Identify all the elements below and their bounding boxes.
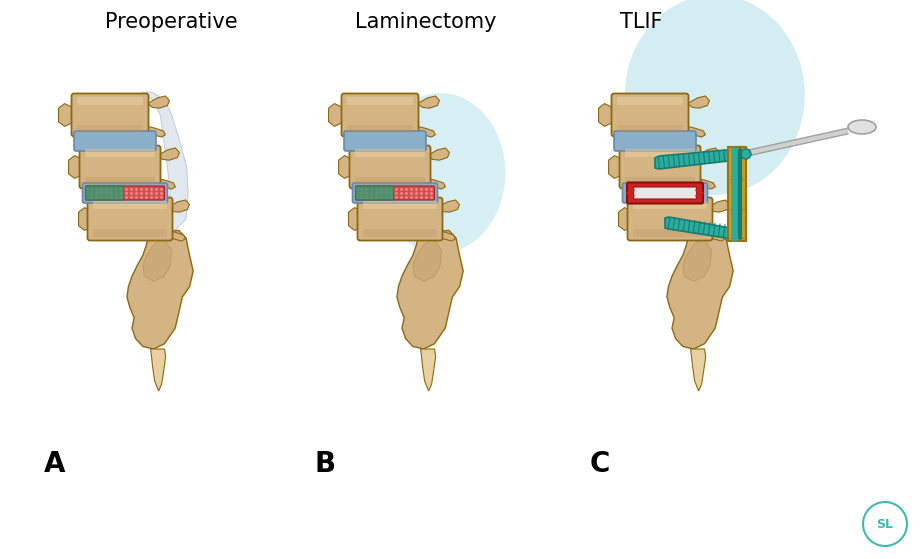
- FancyBboxPatch shape: [347, 125, 413, 133]
- FancyBboxPatch shape: [93, 229, 167, 237]
- Text: B: B: [314, 450, 335, 478]
- Polygon shape: [708, 230, 725, 241]
- Polygon shape: [437, 200, 459, 212]
- FancyBboxPatch shape: [355, 149, 425, 157]
- Text: SL: SL: [877, 518, 894, 530]
- Polygon shape: [665, 217, 742, 240]
- Polygon shape: [687, 126, 705, 137]
- FancyBboxPatch shape: [74, 131, 156, 151]
- Polygon shape: [609, 155, 623, 178]
- Polygon shape: [329, 103, 343, 126]
- Text: Laminectomy: Laminectomy: [355, 12, 496, 32]
- FancyBboxPatch shape: [347, 97, 413, 105]
- Polygon shape: [599, 103, 613, 126]
- FancyBboxPatch shape: [85, 149, 155, 157]
- Circle shape: [741, 149, 751, 159]
- Polygon shape: [428, 178, 445, 189]
- FancyBboxPatch shape: [77, 125, 143, 133]
- FancyBboxPatch shape: [71, 93, 149, 136]
- Ellipse shape: [625, 0, 805, 195]
- FancyBboxPatch shape: [79, 145, 161, 188]
- Polygon shape: [338, 155, 353, 178]
- FancyBboxPatch shape: [352, 183, 437, 203]
- Polygon shape: [698, 178, 715, 189]
- Polygon shape: [397, 230, 463, 349]
- Polygon shape: [667, 230, 734, 349]
- Polygon shape: [58, 103, 73, 126]
- Polygon shape: [413, 240, 442, 281]
- FancyBboxPatch shape: [619, 145, 700, 188]
- Polygon shape: [437, 230, 456, 241]
- Polygon shape: [655, 150, 732, 169]
- Polygon shape: [143, 240, 172, 281]
- FancyBboxPatch shape: [363, 201, 437, 209]
- FancyBboxPatch shape: [356, 186, 434, 200]
- Polygon shape: [148, 96, 169, 108]
- FancyBboxPatch shape: [344, 131, 426, 151]
- FancyBboxPatch shape: [86, 186, 164, 200]
- Polygon shape: [418, 96, 440, 108]
- Polygon shape: [698, 148, 720, 160]
- FancyBboxPatch shape: [633, 201, 707, 209]
- Polygon shape: [148, 126, 165, 137]
- FancyBboxPatch shape: [88, 197, 173, 240]
- Polygon shape: [79, 207, 92, 230]
- Text: C: C: [590, 450, 610, 478]
- FancyBboxPatch shape: [625, 149, 695, 157]
- Polygon shape: [348, 207, 362, 230]
- FancyBboxPatch shape: [627, 197, 712, 240]
- FancyBboxPatch shape: [355, 177, 425, 185]
- Polygon shape: [418, 126, 435, 137]
- Polygon shape: [151, 349, 165, 391]
- FancyBboxPatch shape: [356, 186, 394, 200]
- Polygon shape: [157, 178, 176, 189]
- Polygon shape: [167, 230, 186, 241]
- Ellipse shape: [375, 93, 505, 253]
- FancyBboxPatch shape: [625, 177, 695, 185]
- FancyBboxPatch shape: [617, 125, 683, 133]
- Text: Preoperative: Preoperative: [105, 12, 237, 32]
- Polygon shape: [420, 349, 435, 391]
- Polygon shape: [618, 207, 633, 230]
- Polygon shape: [728, 147, 746, 241]
- FancyBboxPatch shape: [349, 145, 431, 188]
- FancyBboxPatch shape: [627, 182, 703, 203]
- Text: TLIF: TLIF: [620, 12, 663, 32]
- FancyBboxPatch shape: [363, 229, 437, 237]
- Polygon shape: [68, 155, 82, 178]
- Polygon shape: [687, 96, 710, 108]
- FancyBboxPatch shape: [93, 201, 167, 209]
- FancyBboxPatch shape: [614, 131, 696, 151]
- FancyBboxPatch shape: [617, 97, 683, 105]
- Polygon shape: [167, 200, 189, 212]
- Polygon shape: [428, 148, 449, 160]
- Polygon shape: [683, 240, 711, 281]
- FancyBboxPatch shape: [342, 93, 419, 136]
- Polygon shape: [141, 92, 188, 230]
- FancyBboxPatch shape: [85, 177, 155, 185]
- Polygon shape: [708, 200, 729, 212]
- FancyBboxPatch shape: [612, 93, 688, 136]
- Polygon shape: [127, 230, 193, 349]
- Polygon shape: [690, 349, 706, 391]
- Text: A: A: [44, 450, 66, 478]
- Polygon shape: [157, 148, 179, 160]
- FancyBboxPatch shape: [634, 187, 697, 199]
- FancyBboxPatch shape: [633, 229, 707, 237]
- FancyBboxPatch shape: [82, 183, 167, 203]
- FancyBboxPatch shape: [77, 97, 143, 105]
- FancyBboxPatch shape: [623, 183, 708, 203]
- Ellipse shape: [848, 120, 876, 134]
- FancyBboxPatch shape: [86, 186, 124, 200]
- FancyBboxPatch shape: [358, 197, 443, 240]
